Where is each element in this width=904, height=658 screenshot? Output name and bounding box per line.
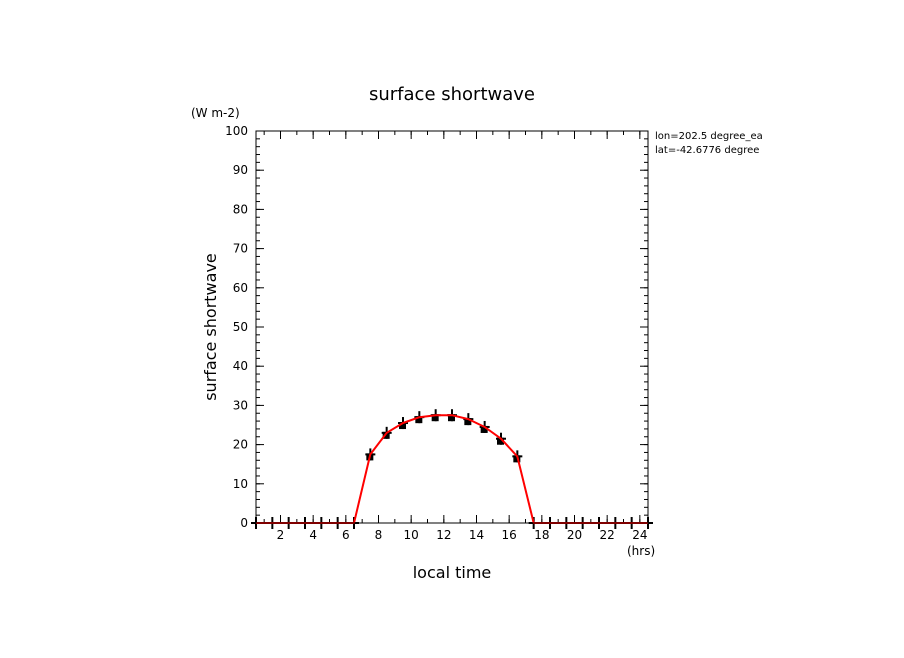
x-tick-label: 24 bbox=[632, 528, 647, 542]
x-tick-label: 20 bbox=[567, 528, 582, 542]
y-tick-label: 50 bbox=[233, 320, 248, 334]
y-tick-label: 10 bbox=[233, 477, 248, 491]
y-tick-label: 70 bbox=[233, 242, 248, 256]
x-tick-label: 18 bbox=[534, 528, 549, 542]
x-tick-label: 12 bbox=[436, 528, 451, 542]
series-line bbox=[256, 414, 648, 524]
series-layer bbox=[251, 409, 653, 529]
x-axis-label: local time bbox=[413, 563, 492, 582]
y-tick-label: 80 bbox=[233, 202, 248, 216]
x-units-label: (hrs) bbox=[627, 544, 655, 558]
y-tick-label: 40 bbox=[233, 359, 248, 373]
x-tick-label: 4 bbox=[309, 528, 317, 542]
x-tick-label: 22 bbox=[600, 528, 615, 542]
annotation-lat: lat=-42.6776 degree bbox=[655, 145, 759, 156]
y-units-label: (W m-2) bbox=[191, 106, 240, 120]
x-tick-label: 14 bbox=[469, 528, 484, 542]
chart-title: surface shortwave bbox=[369, 84, 535, 105]
x-tick-label: 16 bbox=[502, 528, 517, 542]
x-tick-label: 6 bbox=[342, 528, 350, 542]
x-tick-label: 10 bbox=[404, 528, 419, 542]
x-tick-label: 2 bbox=[277, 528, 285, 542]
plot-frame bbox=[255, 130, 649, 524]
y-tick-label: 100 bbox=[225, 124, 248, 138]
annotation-lon: lon=202.5 degree_ea bbox=[655, 131, 763, 142]
y-tick-label: 60 bbox=[233, 281, 248, 295]
y-tick-label: 20 bbox=[233, 438, 248, 452]
y-tick-label: 0 bbox=[240, 516, 248, 530]
y-tick-label: 30 bbox=[233, 398, 248, 412]
y-tick-label: 90 bbox=[233, 163, 248, 177]
x-tick-label: 8 bbox=[375, 528, 383, 542]
y-axis-label: surface shortwave bbox=[201, 253, 220, 401]
